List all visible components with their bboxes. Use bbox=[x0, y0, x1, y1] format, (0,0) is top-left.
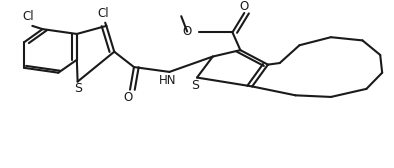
Text: Cl: Cl bbox=[97, 7, 109, 20]
Text: O: O bbox=[123, 91, 133, 104]
Text: O: O bbox=[240, 0, 249, 13]
Text: S: S bbox=[191, 79, 199, 92]
Text: HN: HN bbox=[159, 74, 176, 87]
Text: S: S bbox=[74, 82, 82, 95]
Text: O: O bbox=[182, 25, 192, 38]
Text: Cl: Cl bbox=[22, 10, 34, 24]
